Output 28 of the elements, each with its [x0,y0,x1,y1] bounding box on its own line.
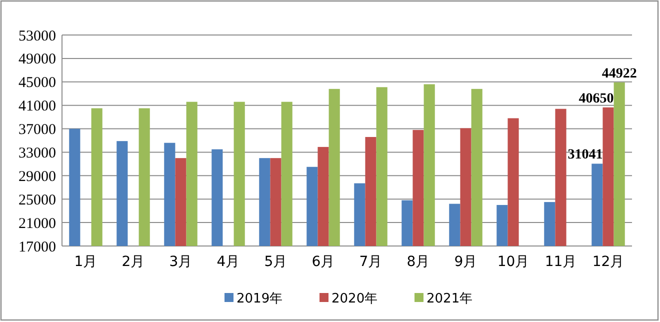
legend-label: 2020年 [332,292,378,307]
y-tick-label: 21000 [18,216,56,232]
y-tick-label: 25000 [18,192,56,208]
x-tick-label: 6月 [312,254,335,270]
y-tick-label: 29000 [18,168,56,185]
x-tick-label: 12月 [592,254,624,270]
x-tick-label: 11月 [544,254,577,270]
legend-label: 2019年 [236,292,283,307]
x-tick-label: 4月 [216,254,240,270]
y-tick-label: 33000 [18,145,56,162]
data-label: 31041 [568,148,603,163]
data-label: 44922 [602,66,637,82]
y-tick-label: 17000 [18,239,56,256]
y-tick-label: 45000 [18,75,56,92]
x-tick-label: 1月 [74,254,98,270]
x-tick-label: 5月 [264,254,288,270]
x-tick-label: 8月 [406,254,430,270]
y-tick-label: 49000 [18,52,56,68]
y-tick-label: 41000 [18,98,56,115]
y-tick-label: 53000 [18,28,56,44]
data-label: 40650 [578,91,614,106]
x-tick-label: 10月 [497,254,530,270]
x-tick-label: 3月 [169,254,192,270]
legend-label: 2021年 [426,292,473,307]
x-tick-label: 9月 [454,254,478,270]
x-tick-label: 2月 [122,254,145,270]
y-tick-label: 37000 [18,122,56,138]
x-tick-label: 7月 [359,254,382,270]
